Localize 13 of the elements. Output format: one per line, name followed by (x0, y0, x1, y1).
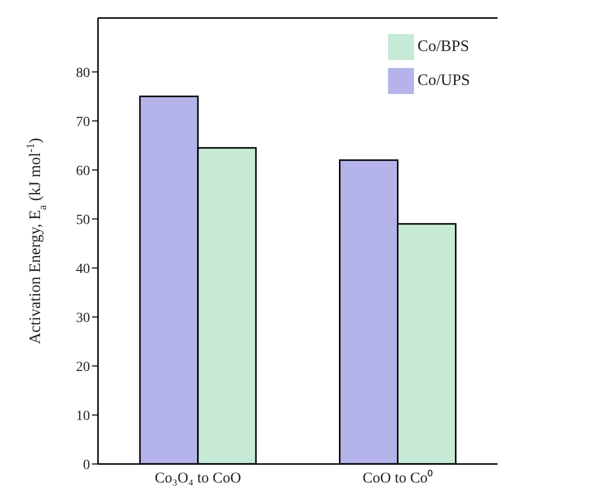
y-tick-label: 10 (76, 408, 90, 424)
x-tick-label: CoO to Co⁰ (362, 470, 433, 487)
y-tick-label: 80 (76, 66, 90, 81)
y-tick-label: 30 (76, 310, 90, 326)
x-tick-label: Co₃O₄ to CoO (154, 470, 242, 487)
y-tick-label: 0 (83, 458, 90, 473)
y-tick-label: 60 (76, 164, 90, 179)
y-tick-label: 50 (76, 212, 90, 228)
y-tick-label: 70 (76, 114, 90, 130)
y-tick-label: 20 (76, 360, 90, 375)
legend-label: Co/BPS (418, 38, 470, 55)
legend-label: Co/UPS (418, 72, 470, 89)
y-tick-label: 40 (76, 262, 90, 277)
